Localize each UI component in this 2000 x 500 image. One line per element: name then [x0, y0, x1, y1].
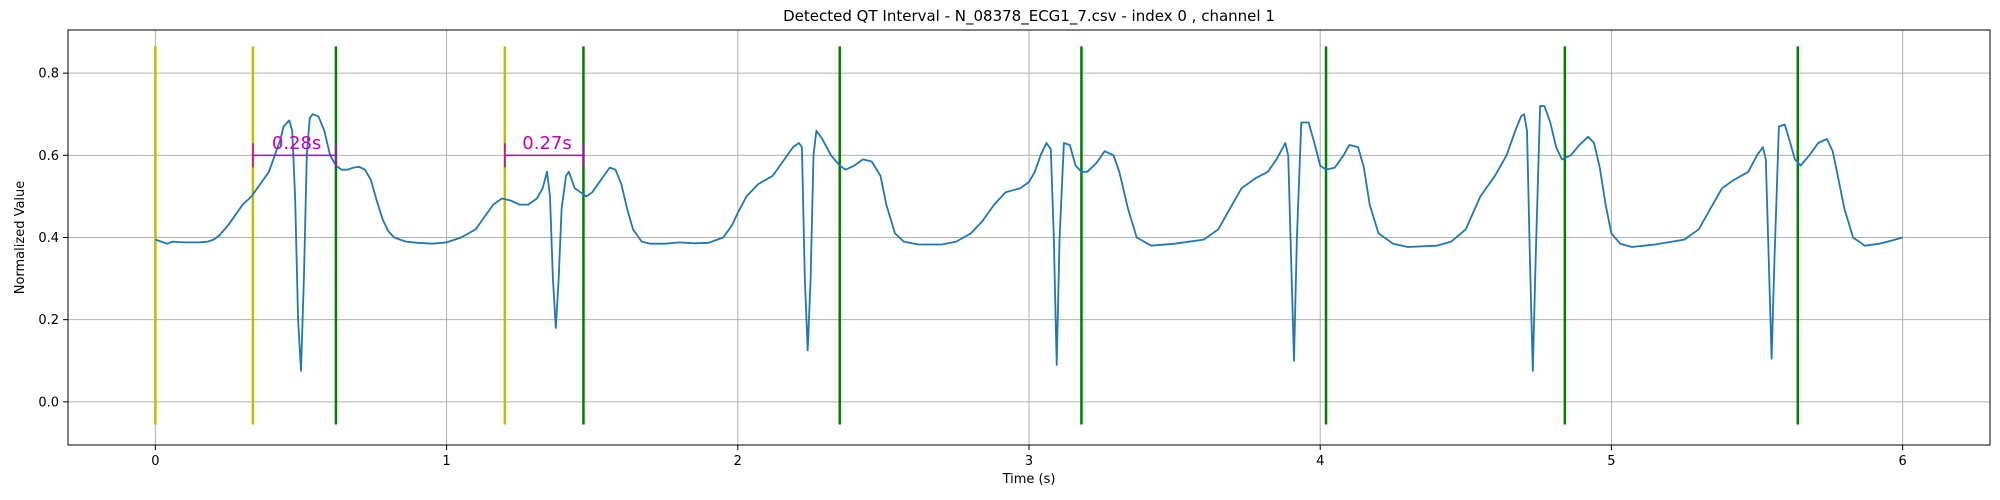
y-tick-label: 0.8 [38, 67, 59, 82]
x-tick-label: 5 [1607, 454, 1615, 469]
y-tick-label: 0.2 [38, 313, 59, 328]
y-tick-label: 0.0 [38, 395, 59, 410]
x-tick-label: 6 [1898, 454, 1906, 469]
x-axis-ticks: 0 1 2 3 4 5 6 [151, 445, 1907, 469]
x-tick-label: 3 [1025, 454, 1033, 469]
x-tick-label: 1 [442, 454, 450, 469]
x-axis-label: Time (s) [1002, 472, 1056, 487]
qt-interval-label: 0.28s [272, 133, 321, 154]
qt-annotations: 0.28s 0.27s [252, 133, 585, 168]
ecg-series [155, 105, 1903, 372]
grid [68, 30, 1990, 445]
y-tick-label: 0.4 [38, 231, 59, 246]
qt-interval-label: 0.27s [522, 133, 571, 154]
x-tick-label: 2 [734, 454, 742, 469]
y-tick-label: 0.6 [38, 149, 59, 164]
x-tick-label: 4 [1316, 454, 1324, 469]
chart-title: Detected QT Interval - N_08378_ECG1_7.cs… [783, 7, 1275, 26]
ecg-signal-line [155, 105, 1903, 372]
y-axis-ticks: 0.0 0.2 0.4 0.6 0.8 [38, 67, 68, 410]
qt-boundary-lines [154, 46, 1800, 425]
y-axis-label: Normalized Value [13, 181, 28, 295]
x-tick-label: 0 [151, 454, 159, 469]
